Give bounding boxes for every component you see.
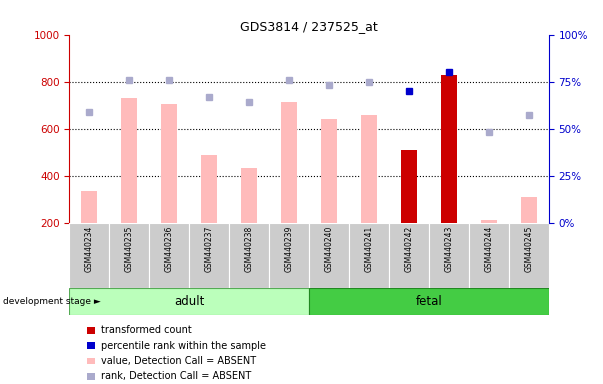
Text: GSM440239: GSM440239 [285,226,294,272]
Bar [401,150,417,223]
Bar [469,223,509,288]
Bar [321,119,337,223]
Text: development stage ►: development stage ► [3,297,101,306]
Bar [150,223,189,288]
Text: value, Detection Call = ABSENT: value, Detection Call = ABSENT [101,356,256,366]
Bar [281,102,297,223]
Bar [121,98,137,223]
Text: GSM440234: GSM440234 [85,226,94,272]
Bar [389,223,429,288]
Text: GSM440244: GSM440244 [484,226,493,272]
Bar [309,288,549,315]
Bar [441,74,457,223]
Text: transformed count: transformed count [101,325,192,335]
Bar [481,220,497,223]
Bar [229,223,269,288]
Text: fetal: fetal [415,295,442,308]
Text: GSM440236: GSM440236 [165,226,174,272]
Bar [189,223,229,288]
Bar [349,223,389,288]
Text: GSM440241: GSM440241 [364,226,373,272]
Text: GSM440242: GSM440242 [405,226,414,272]
Title: GDS3814 / 237525_at: GDS3814 / 237525_at [240,20,378,33]
Text: rank, Detection Call = ABSENT: rank, Detection Call = ABSENT [101,371,251,381]
Bar [429,223,469,288]
Bar [109,223,149,288]
Bar [361,115,377,223]
Bar [201,155,217,223]
Bar [309,223,349,288]
Text: GSM440243: GSM440243 [444,226,453,272]
Bar [521,197,537,223]
Bar [69,223,109,288]
Bar [69,288,309,315]
Text: GSM440237: GSM440237 [204,226,213,272]
Bar [269,223,309,288]
Text: adult: adult [174,295,204,308]
Text: GSM440245: GSM440245 [524,226,533,272]
Text: GSM440238: GSM440238 [245,226,254,272]
Bar [241,168,257,223]
Text: GSM440235: GSM440235 [125,226,134,272]
Text: GSM440240: GSM440240 [324,226,333,272]
Bar [81,191,97,223]
Bar [161,104,177,223]
Text: percentile rank within the sample: percentile rank within the sample [101,341,266,351]
Bar [509,223,549,288]
